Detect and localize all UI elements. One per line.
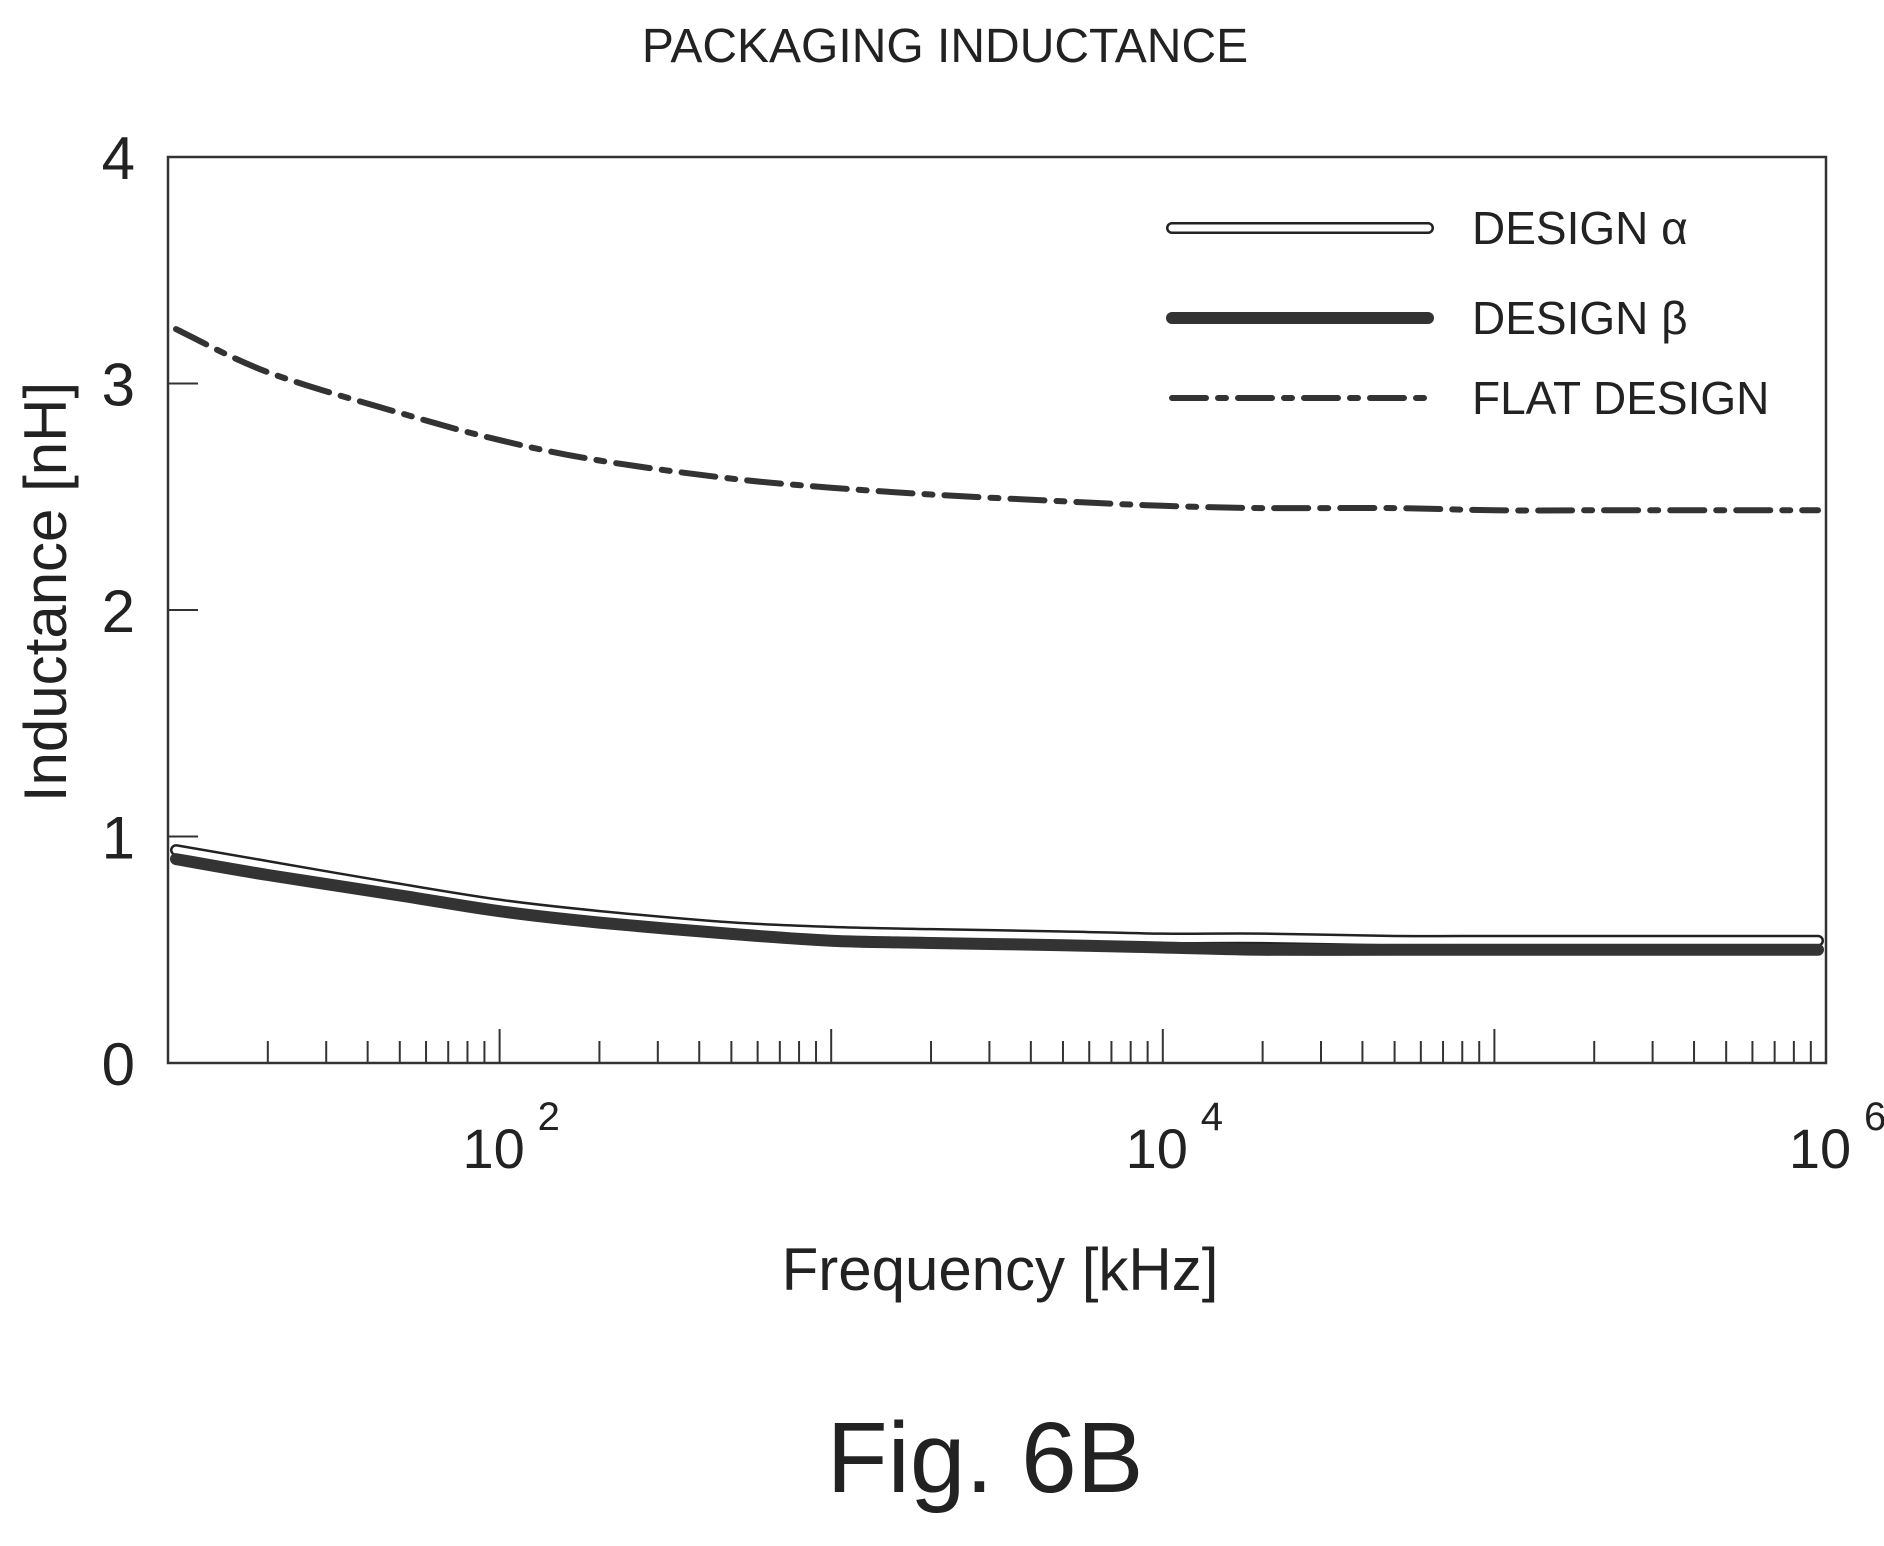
legend-item: FLAT DESIGN: [1169, 372, 1769, 424]
y-axis-ticks: [168, 156, 198, 1064]
legend-label: DESIGN β: [1472, 292, 1688, 344]
chart-title: PACKAGING INDUCTANCE: [642, 20, 1248, 73]
y-axis-label: Inductance [nH]: [12, 382, 79, 802]
x-axis-ticks: [266, 1029, 1812, 1063]
figure-caption: Fig. 6B: [827, 1402, 1144, 1514]
x-tick-label: 10 6: [1789, 1095, 1884, 1180]
series-line-3: [173, 326, 1821, 514]
x-tick-label-exponent: 2: [538, 1095, 560, 1139]
legend-item: DESIGN β: [1166, 292, 1688, 344]
y-tick-label: 4: [102, 125, 135, 192]
x-tick-label-base: 10: [1126, 1117, 1188, 1180]
x-tick-label-exponent: 4: [1201, 1095, 1223, 1139]
y-tick-label: 1: [102, 805, 135, 872]
x-axis-tick-labels: 10 2 10 4 10 6: [462, 1095, 1884, 1180]
series-layer: [170, 326, 1824, 956]
legend-label: FLAT DESIGN: [1472, 372, 1769, 424]
legend: DESIGN α DESIGN β FLAT DESIGN: [1166, 202, 1769, 424]
x-tick-label-base: 10: [462, 1117, 524, 1180]
x-tick-label-exponent: 6: [1864, 1095, 1884, 1139]
y-tick-label: 2: [102, 578, 135, 645]
x-tick-label: 10 4: [1126, 1095, 1223, 1180]
legend-item: DESIGN α: [1166, 202, 1688, 254]
x-axis-label: Frequency [kHz]: [782, 1236, 1219, 1303]
y-axis-tick-labels: 0 1 2 3 4: [102, 125, 135, 1098]
y-tick-label: 3: [102, 352, 135, 419]
legend-label: DESIGN α: [1472, 202, 1688, 254]
x-tick-label: 10 2: [462, 1095, 559, 1180]
series-line-2: [170, 853, 1824, 956]
y-tick-label: 0: [102, 1031, 135, 1098]
x-tick-label-base: 10: [1789, 1117, 1851, 1180]
series-line-1: [170, 844, 1824, 947]
